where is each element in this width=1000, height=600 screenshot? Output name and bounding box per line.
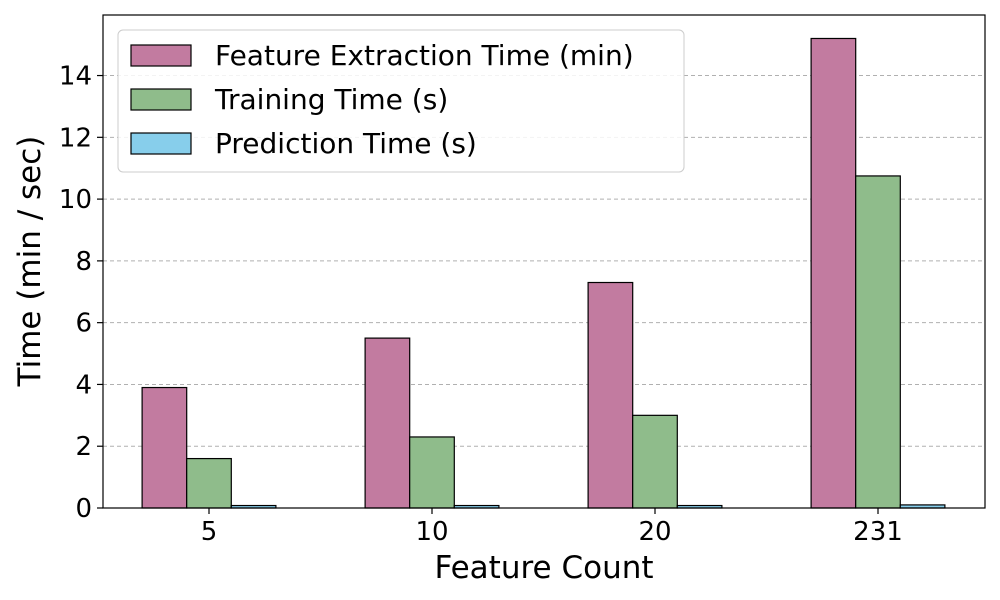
x-tick-label: 5	[201, 517, 218, 547]
y-tick-label: 6	[75, 309, 92, 339]
x-tick-label: 10	[415, 517, 448, 547]
bar	[186, 457, 232, 509]
bar	[810, 37, 857, 509]
legend: Feature Extraction Time (min) Training Ti…	[117, 29, 685, 173]
x-tick-label: 20	[638, 517, 671, 547]
bar	[364, 337, 411, 509]
y-tick-label: 8	[75, 247, 92, 277]
legend-label: Training Time (s)	[214, 83, 448, 116]
legend-label: Prediction Time (s)	[215, 127, 477, 160]
bar	[632, 414, 678, 509]
bars	[141, 37, 946, 509]
bar	[855, 175, 901, 509]
y-axis-ticks: 0 2 4 6 8 10 12 14	[59, 62, 103, 524]
legend-frame	[117, 29, 685, 173]
legend-swatch	[130, 88, 192, 111]
legend-label: Feature Extraction Time (min)	[215, 39, 634, 72]
y-tick-label: 0	[75, 494, 92, 524]
bar	[141, 386, 188, 509]
bar	[587, 281, 634, 509]
plot-frame	[102, 14, 986, 509]
y-axis-label: Time (min / sec)	[12, 136, 48, 388]
y-tick-label: 4	[75, 370, 92, 400]
legend-swatch	[130, 44, 192, 67]
x-tick-label: 231	[853, 517, 903, 547]
y-tick-label: 14	[59, 62, 92, 92]
y-tick-label: 12	[59, 123, 92, 153]
x-axis-ticks: 5 10 20 231	[201, 508, 903, 547]
y-tick-label: 10	[59, 185, 92, 215]
x-axis-label: Feature Count	[434, 550, 653, 586]
legend-items: Feature Extraction Time (min) Training Ti…	[130, 39, 634, 160]
bar	[409, 436, 455, 509]
y-tick-label: 2	[75, 432, 92, 462]
legend-swatch	[130, 132, 192, 155]
